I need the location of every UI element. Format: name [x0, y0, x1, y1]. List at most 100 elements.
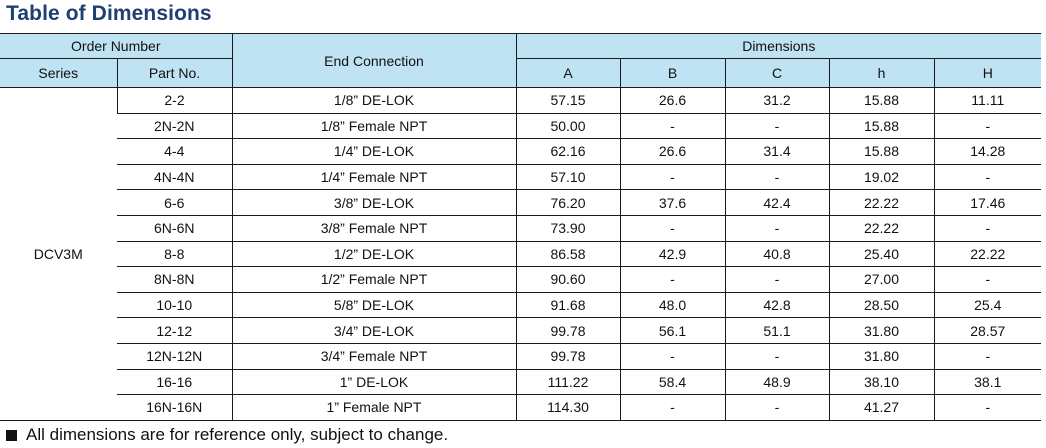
- dim-b-cell: -: [619, 215, 725, 242]
- table-row: 4-4 1/4” DE-LOK 62.16 26.6 31.4 15.88 14.28: [0, 138, 1042, 165]
- part-no-cell: 8N-8N: [117, 266, 232, 293]
- end-connection-cell: 1/2” DE-LOK: [231, 241, 516, 268]
- end-connection-cell: 3/4” DE-LOK: [231, 317, 516, 344]
- dim-b-cell: 56.1: [619, 317, 725, 344]
- dim-a-cell: 57.15: [515, 87, 620, 114]
- footnote-text: All dimensions are for reference only, s…: [26, 425, 449, 444]
- dim-a-cell: 90.60: [515, 266, 620, 293]
- dim-c-cell: -: [724, 215, 829, 242]
- dim-c-cell: 48.9: [724, 369, 829, 396]
- dim-b-cell: 37.6: [619, 189, 725, 216]
- dim-small-h-cell: 31.80: [828, 317, 934, 344]
- table-row: 8N-8N 1/2” Female NPT 90.60- -27.00-: [0, 266, 1042, 293]
- dim-small-h-cell: 41.27: [828, 394, 934, 421]
- dim-b-cell: 26.6: [619, 87, 725, 114]
- dim-c-header: C: [724, 58, 829, 88]
- table-row: 16N-16N 1” Female NPT 114.30- -41.27-: [0, 394, 1042, 421]
- end-connection-cell: 1/4” Female NPT: [231, 164, 516, 191]
- table-row: 2N-2N 1/8” Female NPT 50.00- -15.88-: [0, 113, 1042, 140]
- page-title: Table of Dimensions: [6, 2, 212, 25]
- end-connection-cell: 1” DE-LOK: [231, 369, 516, 396]
- end-connection-header: End Connection: [231, 33, 516, 88]
- dim-b-cell: -: [619, 343, 725, 370]
- end-connection-cell: 1/8” Female NPT: [231, 113, 516, 140]
- part-no-cell: 4N-4N: [117, 164, 232, 191]
- dim-a-cell: 73.90: [515, 215, 620, 242]
- dim-big-h-cell: -: [933, 164, 1042, 191]
- table-row: DCV3M 2-2 1/8” DE-LOK 57.15 26.6 31.2 15.88 11.…: [0, 87, 1042, 421]
- dim-a-header: A: [515, 58, 620, 88]
- dim-big-h-cell: 28.57: [933, 317, 1042, 344]
- dimensions-table: Order Number End Connection Dimensions S…: [0, 33, 1042, 421]
- dim-b-header: B: [619, 58, 725, 88]
- dim-c-cell: -: [724, 266, 829, 293]
- dim-c-cell: -: [724, 343, 829, 370]
- table-row: 6-6 3/8” DE-LOK 76.20 37.6 42.4 22.22 17.46: [0, 189, 1042, 216]
- dim-big-h-cell: 17.46: [933, 189, 1042, 216]
- end-connection-cell: 1/8” DE-LOK: [231, 87, 516, 114]
- part-no-cell: 8-8: [117, 241, 232, 268]
- dim-small-h-cell: 31.80: [828, 343, 934, 370]
- dim-c-cell: -: [724, 164, 829, 191]
- dim-b-cell: 58.4: [619, 369, 725, 396]
- table-row: 12-12 3/4” DE-LOK 99.78 56.1 51.1 31.80 28.57: [0, 317, 1042, 344]
- dim-big-h-cell: 25.4: [933, 292, 1042, 319]
- dim-small-h-cell: 22.22: [828, 215, 934, 242]
- dim-a-cell: 114.30: [515, 394, 620, 421]
- dim-a-cell: 99.78: [515, 343, 620, 370]
- dim-a-cell: 62.16: [515, 138, 620, 165]
- dim-small-h-cell: 25.40: [828, 241, 934, 268]
- table-row: 10-10 5/8” DE-LOK 91.68 48.0 42.8 28.50 25.4: [0, 292, 1042, 319]
- table-body: DCV3M 2-2 1/8” DE-LOK 57.15 26.6 31.2 15.88 11.…: [0, 87, 1042, 421]
- table-row: 6N-6N 3/8” Female NPT 73.90- -22.22-: [0, 215, 1042, 242]
- dim-c-cell: 42.8: [724, 292, 829, 319]
- table-row: 12N-12N 3/4” Female NPT 99.78- -31.80-: [0, 343, 1042, 370]
- part-no-cell: 12-12: [117, 317, 232, 344]
- dim-b-cell: -: [619, 394, 725, 421]
- dim-b-cell: 42.9: [619, 241, 725, 268]
- part-no-cell: 6N-6N: [117, 215, 232, 242]
- dim-big-h-cell: 38.1: [933, 369, 1042, 396]
- dim-big-h-cell: -: [933, 343, 1042, 370]
- square-bullet-icon: [6, 429, 17, 441]
- dim-b-cell: -: [619, 113, 725, 140]
- series-header: Series: [0, 58, 117, 88]
- part-no-cell: 16N-16N: [117, 394, 232, 421]
- part-no-cell: 16-16: [117, 369, 232, 396]
- dim-big-h-header: H: [933, 58, 1042, 88]
- end-connection-cell: 3/4” Female NPT: [231, 343, 516, 370]
- table-row: 8-8 1/2” DE-LOK 86.58 42.9 40.8 25.40 22.22: [0, 241, 1042, 268]
- part-no-cell: 4-4: [117, 138, 232, 165]
- dim-small-h-cell: 19.02: [828, 164, 934, 191]
- dim-c-cell: 42.4: [724, 189, 829, 216]
- dim-a-cell: 50.00: [515, 113, 620, 140]
- part-no-cell: 2N-2N: [117, 113, 232, 140]
- end-connection-cell: 5/8” DE-LOK: [231, 292, 516, 319]
- dim-c-cell: -: [724, 113, 829, 140]
- dim-big-h-cell: -: [933, 266, 1042, 293]
- part-no-cell: 12N-12N: [117, 343, 232, 370]
- part-no-header: Part No.: [116, 58, 232, 88]
- dim-a-cell: 86.58: [515, 241, 620, 268]
- dim-small-h-cell: 15.88: [828, 113, 934, 140]
- dim-a-cell: 57.10: [515, 164, 620, 191]
- table-row: 16-16 1” DE-LOK 111.22 58.4 48.9 38.10 38.1: [0, 369, 1042, 396]
- dim-c-cell: 31.2: [724, 87, 829, 114]
- end-connection-cell: 3/8” DE-LOK: [231, 189, 516, 216]
- dim-b-cell: 48.0: [619, 292, 725, 319]
- dim-small-h-cell: 28.50: [828, 292, 934, 319]
- dim-big-h-cell: -: [933, 113, 1042, 140]
- dimensions-header: Dimensions: [515, 33, 1042, 59]
- dim-a-cell: 111.22: [515, 369, 620, 396]
- dim-b-cell: 26.6: [619, 138, 725, 165]
- order-number-header: Order Number: [0, 33, 232, 59]
- footnote: All dimensions are for reference only, s…: [6, 425, 448, 445]
- part-no-cell: 2-2: [116, 87, 232, 114]
- dim-small-h-header: h: [828, 58, 934, 88]
- dim-b-cell: -: [619, 266, 725, 293]
- dim-big-h-cell: 14.28: [933, 138, 1042, 165]
- table-header: Order Number End Connection Dimensions S…: [0, 33, 1042, 88]
- dim-small-h-cell: 15.88: [828, 87, 934, 114]
- series-cell: DCV3M: [0, 87, 117, 421]
- part-no-cell: 6-6: [117, 189, 232, 216]
